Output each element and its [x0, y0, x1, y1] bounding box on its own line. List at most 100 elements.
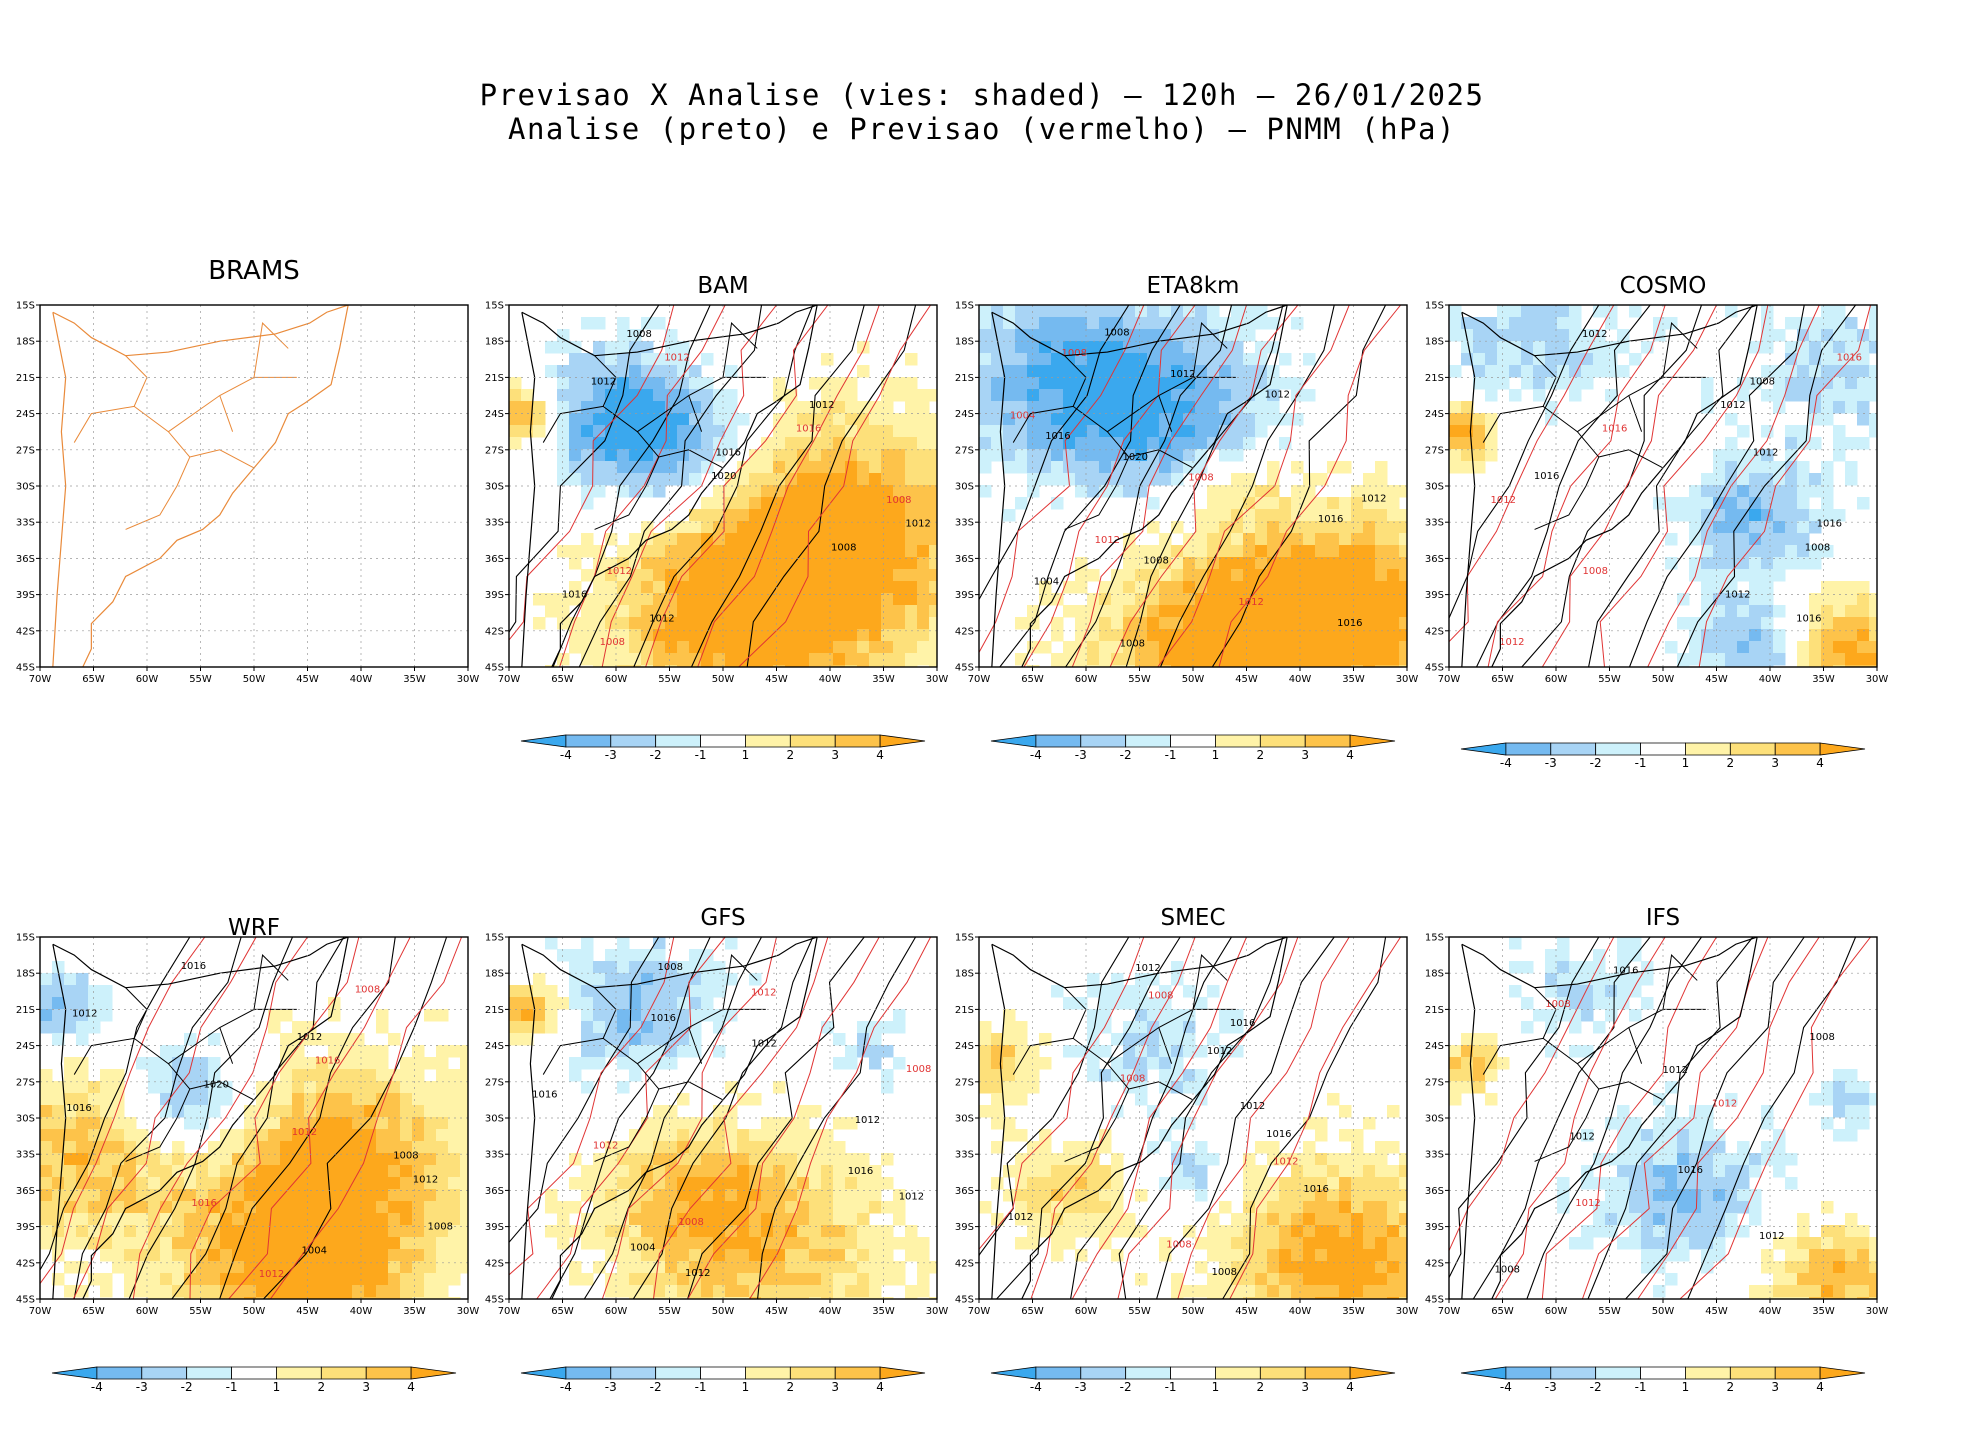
bias-cell [1267, 581, 1280, 594]
bias-cell [1797, 353, 1810, 366]
bias-cell [1135, 629, 1148, 642]
bias-cell [1003, 1009, 1016, 1022]
bias-cell [1267, 653, 1280, 666]
lat-tick-label: 45S [1425, 663, 1444, 674]
bias-cell [821, 497, 834, 510]
lon-tick-label: 65W [82, 674, 105, 685]
bias-cell [1833, 629, 1846, 642]
bias-cell [76, 1033, 89, 1046]
bias-cell [1183, 617, 1196, 630]
bias-cell [773, 449, 786, 462]
bias-cell [725, 1249, 738, 1262]
bias-cell [1641, 1237, 1654, 1250]
bias-cell [761, 617, 774, 630]
bias-cell [1821, 1093, 1834, 1106]
bias-cell [1315, 497, 1328, 510]
bias-cell [1557, 305, 1570, 318]
bias-cell [761, 1129, 774, 1142]
bias-cell [1593, 949, 1606, 962]
forecast-isobar [1218, 305, 1401, 667]
bias-cell [1267, 461, 1280, 474]
bias-cell [1725, 521, 1738, 534]
bias-cell [1761, 653, 1774, 666]
bias-cell [376, 1201, 389, 1214]
bias-cell [1087, 329, 1100, 342]
bias-cell [1821, 1225, 1834, 1238]
bias-cell [1003, 365, 1016, 378]
bias-cell [1449, 425, 1462, 438]
bias-cell [184, 1117, 197, 1130]
bias-cell [460, 1249, 468, 1262]
bias-cell [148, 1177, 161, 1190]
bias-cell [1135, 1045, 1148, 1058]
bias-cell [1545, 401, 1558, 414]
bias-cell [1821, 1273, 1834, 1286]
bias-cell [1809, 341, 1822, 354]
bias-cell [905, 1225, 918, 1238]
bias-cell [653, 665, 666, 667]
bias-cell [136, 1225, 149, 1238]
bias-cell [509, 377, 522, 390]
bias-cell [1749, 641, 1762, 654]
bias-cell [737, 1153, 750, 1166]
bias-cell [1279, 1213, 1292, 1226]
bias-cell [208, 1153, 221, 1166]
bias-cell [1363, 653, 1376, 666]
bias-cell [773, 1237, 786, 1250]
bias-cell [1231, 1249, 1244, 1262]
bias-cell [1315, 473, 1328, 486]
bias-cell [653, 1117, 666, 1130]
bias-cell [545, 365, 558, 378]
bias-cell [1641, 997, 1654, 1010]
bias-cell [1833, 1093, 1846, 1106]
bias-cell [905, 617, 918, 630]
bias-cell [689, 1297, 702, 1299]
bias-cell [1375, 1249, 1388, 1262]
lon-tick-label: 60W [1545, 1306, 1568, 1317]
bias-cell [1315, 665, 1328, 667]
bias-cell [605, 365, 618, 378]
bias-cell [677, 473, 690, 486]
bias-cell [1039, 1201, 1052, 1214]
bias-cell [749, 1201, 762, 1214]
bias-cell [629, 329, 642, 342]
bias-cell [593, 365, 606, 378]
bias-cell [1737, 557, 1750, 570]
bias-cell [689, 605, 702, 618]
bias-cell [1809, 545, 1822, 558]
bias-cell [581, 641, 594, 654]
contour-label: 1012 [751, 987, 776, 998]
bias-cell [893, 437, 906, 450]
bias-cell [545, 1021, 558, 1034]
bias-cell [64, 1165, 77, 1178]
bias-cell [1003, 437, 1016, 450]
bias-cell [352, 1069, 365, 1082]
bias-cell [352, 1105, 365, 1118]
bias-cell [1713, 1141, 1726, 1154]
bias-cell [749, 497, 762, 510]
bias-cell [388, 1105, 401, 1118]
bias-cell [617, 665, 630, 667]
bias-cell [1339, 1105, 1352, 1118]
bias-cell [1387, 605, 1400, 618]
bias-cell [1279, 557, 1292, 570]
bias-cell [797, 449, 810, 462]
bias-cell [785, 533, 798, 546]
bias-cell [1159, 1057, 1172, 1070]
bias-cell [833, 521, 846, 534]
bias-cell [436, 1201, 449, 1214]
bias-cell [1617, 1165, 1630, 1178]
bias-cell [845, 1225, 858, 1238]
bias-cell [737, 413, 750, 426]
bias-cell [40, 1093, 53, 1106]
bias-cell [424, 1285, 437, 1298]
bias-cell [1291, 377, 1304, 390]
bias-cell [256, 1093, 269, 1106]
colorbar-swatch [1259, 1366, 1306, 1380]
bias-cell [280, 1105, 293, 1118]
bias-cell [665, 985, 678, 998]
bias-cell [845, 641, 858, 654]
bias-cell [232, 1141, 245, 1154]
bias-cell [1761, 581, 1774, 594]
bias-cell [713, 1105, 726, 1118]
